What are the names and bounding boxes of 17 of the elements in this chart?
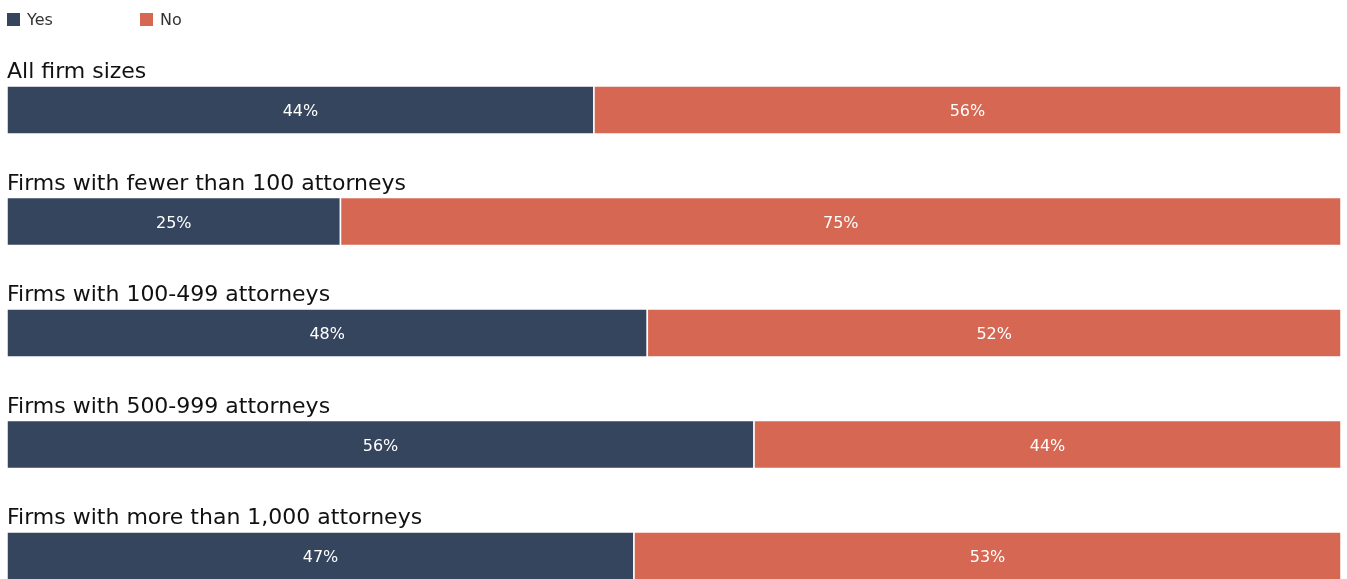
data-label: 53% — [969, 547, 1006, 566]
data-label: 44% — [282, 101, 319, 120]
y-tick-label: Firms with fewer than 100 attorneys — [7, 169, 407, 195]
data-label: 47% — [302, 547, 339, 566]
y-tick-label: Firms with 500-999 attorneys — [7, 392, 331, 418]
y-tick-label: Firms with 100-499 attorneys — [7, 281, 331, 306]
data-label: 48% — [309, 324, 345, 343]
y-tick-label: All firm sizes — [7, 58, 147, 83]
y-tick-label: Firms with more than 1,000 attorneys — [7, 504, 423, 529]
data-label: 56% — [362, 435, 399, 455]
legend-label: Yes — [26, 10, 53, 29]
legend-label: No — [160, 10, 182, 29]
data-label: 52% — [976, 324, 1012, 343]
data-label: 56% — [949, 101, 986, 120]
data-label: 75% — [822, 212, 859, 232]
data-label: 44% — [1029, 435, 1066, 455]
data-label: 25% — [155, 212, 192, 232]
